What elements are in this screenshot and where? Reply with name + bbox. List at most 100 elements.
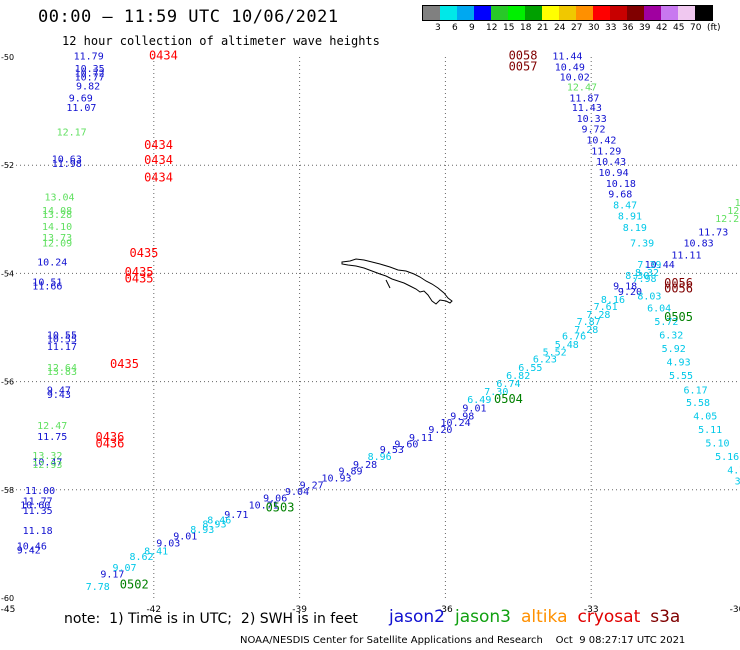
wave-height-label: 14.08 [42, 206, 72, 217]
wave-height-label: 9.20 [618, 287, 642, 298]
wave-height-label: 12.09 [42, 238, 72, 249]
wave-height-label: 9.82 [76, 81, 100, 92]
time-label: 0436 [95, 430, 124, 444]
wave-height-label: 6.04 [647, 303, 671, 314]
wave-height-label: 8.16 [601, 295, 625, 306]
wave-height-label: 10.83 [684, 238, 714, 249]
wave-height-label: 10.24 [37, 257, 67, 268]
wave-height-label: 4.93 [667, 357, 691, 368]
legend-swatch [559, 6, 576, 20]
wave-height-label: 7.87 [577, 317, 601, 328]
wave-height-label: 9.43 [47, 390, 71, 401]
wave-height-label: 7.30 [484, 387, 508, 398]
wave-height-label: 5.10 [705, 439, 729, 450]
wave-height-label: 10.49 [555, 63, 585, 74]
wave-height-label: 13. [735, 198, 740, 209]
wave-height-label: 9.01 [462, 403, 486, 414]
legend-label: 42 [656, 23, 668, 33]
wave-height-label: 10.71 [249, 501, 279, 512]
wave-height-label: 5.52 [543, 348, 567, 359]
wave-height-label: 5.72 [654, 317, 678, 328]
wave-height-label: 6.17 [684, 386, 708, 397]
wave-height-label: 7.78 [86, 582, 110, 593]
x-tick-label: -36 [438, 605, 453, 615]
time-label: 0504 [494, 392, 523, 406]
legend-swatch [542, 6, 559, 20]
wave-height-label: 9.28 [353, 460, 377, 471]
wave-height-label: 9.18 [613, 282, 637, 293]
wave-height-label: 8.19 [623, 223, 647, 234]
wave-height-label: 8.91 [618, 211, 642, 222]
wave-height-label: 14.10 [42, 222, 72, 233]
wave-height-label: 10.18 [606, 179, 636, 190]
wave-height-label: 4.7 [727, 466, 740, 477]
legend-swatch [525, 6, 542, 20]
wave-height-label: 11.00 [25, 486, 55, 497]
legend-swatch [610, 6, 627, 20]
y-tick-label: -50 [1, 53, 14, 62]
wave-height-label: 8.93 [202, 520, 226, 531]
wave-height-label: 9.68 [608, 190, 632, 201]
south-georgia-island [341, 258, 453, 305]
wave-height-label: 6.32 [659, 330, 683, 341]
wave-height-label: 10.77 [75, 72, 105, 83]
wave-height-label: 5.55 [669, 371, 693, 382]
time-label: 0435 [125, 265, 154, 279]
time-label: 0057 [509, 60, 538, 74]
wave-height-label: 7.28 [586, 310, 610, 321]
wave-height-label: 11.44 [552, 52, 582, 63]
page-title: 00:00 – 11:59 UTC 10/06/2021 [38, 7, 339, 27]
wave-height-label: 11.18 [23, 526, 53, 537]
wave-height-label: 5.11 [698, 425, 722, 436]
x-tick-label: -45 [1, 605, 16, 615]
wave-height-label: 11.87 [569, 93, 599, 104]
wave-height-label: 11.43 [572, 103, 602, 114]
time-label: 0434 [144, 170, 173, 184]
legend-label: 3 [435, 23, 441, 33]
wave-height-label: 10.02 [560, 72, 590, 83]
legend-label: 9 [469, 23, 475, 33]
wave-height-label: 10.51 [32, 277, 62, 288]
legend-swatch [593, 6, 610, 20]
legend-swatch [491, 6, 508, 20]
wave-height-label: 13.28 [42, 210, 72, 221]
wave-height-label: 9.98 [450, 411, 474, 422]
wave-height-label: 11.79 [74, 52, 104, 63]
y-tick-label: -58 [1, 486, 14, 495]
legend-swatch [508, 6, 525, 20]
wave-height-label: 11.35 [23, 506, 53, 517]
wave-height-label: 9.06 [263, 494, 287, 505]
wave-height-label: 8.30 [625, 271, 649, 282]
wave-height-label: 12.22 [715, 214, 740, 225]
wave-height-label: 6.74 [496, 379, 520, 390]
x-tick-label: -30 [730, 605, 740, 615]
wave-height-label: 12.93 [32, 460, 62, 471]
time-label: 0434 [149, 49, 178, 63]
time-label: 0056 [664, 281, 693, 295]
wave-height-label: 7.39 [630, 238, 654, 249]
wave-height-label: 11.07 [66, 103, 96, 114]
legend-label: 33 [605, 23, 617, 33]
wave-height-label: 13.04 [44, 192, 74, 203]
satellite-jason2: jason2 [389, 607, 445, 627]
wave-height-label: 9.60 [394, 440, 418, 451]
legend-swatch [423, 6, 440, 20]
wave-height-label: 13.83 [47, 367, 77, 378]
wave-height-label: 8.32 [635, 268, 659, 279]
wave-height-label: 5.92 [662, 344, 686, 355]
wave-height-label: 9.89 [338, 467, 362, 478]
wave-height-label: 3. [735, 476, 740, 487]
wave-height-label: 7.61 [594, 302, 618, 313]
wave-height-label: 8.96 [368, 452, 392, 463]
wave-height-label: 10.33 [577, 114, 607, 125]
wave-height-label: 5.16 [715, 452, 739, 463]
legend-label: 6 [452, 23, 458, 33]
wave-height-label: 9.69 [69, 93, 93, 104]
legend-swatch [678, 6, 695, 20]
wave-height-label: 10.63 [52, 154, 82, 165]
axis-ticks: -45 -42 -39 -36 -33 -30 -50 -52 -54 -56 -58 -60 [1, 53, 740, 615]
y-tick-label: -56 [1, 378, 14, 387]
wave-height-label: 8.46 [207, 515, 231, 526]
legend-swatch [457, 6, 474, 20]
